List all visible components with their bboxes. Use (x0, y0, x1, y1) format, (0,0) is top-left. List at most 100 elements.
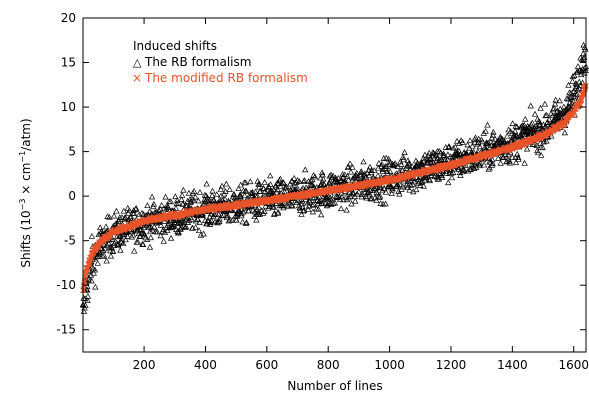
rb-point (129, 231, 137, 238)
x-axis-label: Number of lines (287, 379, 382, 393)
rb-point (138, 209, 146, 216)
rb-point (569, 97, 577, 104)
rb-point (441, 151, 448, 158)
rb-point (569, 77, 576, 84)
rb-point (273, 188, 280, 195)
rb-point (537, 151, 545, 158)
rb-point (568, 106, 576, 113)
rb-point (255, 204, 263, 210)
rb-point (378, 161, 386, 167)
rb-point (500, 153, 507, 160)
rb-point (183, 215, 190, 222)
legend-symbol-rb: △ (133, 56, 142, 69)
rb-point (396, 190, 403, 197)
rb-point (253, 216, 260, 223)
rb-point (239, 218, 246, 225)
rb-point (162, 205, 170, 212)
rb-point (305, 206, 312, 212)
rb-point (329, 195, 336, 202)
y-tick-label: 20 (61, 11, 76, 25)
rb-point (514, 150, 521, 157)
rb-point (345, 176, 352, 183)
rb-point (165, 220, 172, 226)
rb-point (511, 127, 519, 134)
rb-point (241, 192, 248, 199)
rb-point (237, 192, 244, 199)
rb-point (487, 142, 495, 148)
rb-point (580, 54, 588, 60)
x-tick-label: 200 (133, 358, 156, 372)
rb-point (158, 201, 165, 208)
legend-label-rb: The RB formalism (144, 55, 251, 69)
rb-point (122, 214, 129, 221)
rb-point (270, 186, 277, 193)
rb-point (355, 188, 363, 195)
rb-point (245, 207, 252, 214)
rb-point (281, 188, 288, 195)
rb-point (197, 231, 205, 238)
rb-point (475, 139, 482, 146)
rb-point (522, 115, 529, 122)
rb-point (127, 213, 135, 220)
rb-point (92, 283, 99, 290)
rb-point (541, 100, 549, 107)
rb-point (542, 112, 549, 119)
rb-point (195, 197, 202, 204)
rb-point (468, 149, 475, 155)
rb-point (204, 216, 212, 223)
rb-point (209, 187, 216, 194)
rb-point (206, 220, 214, 227)
rb-point (449, 169, 457, 175)
rb-point (399, 153, 407, 160)
rb-point (258, 207, 265, 214)
rb-point (367, 195, 374, 202)
rb-point (103, 257, 110, 264)
rb-point (337, 205, 345, 212)
rb-point (516, 132, 524, 139)
rb-point (267, 172, 274, 179)
rb-point (503, 132, 511, 139)
rb-point (366, 163, 374, 170)
rb-point (375, 159, 383, 166)
rb-point (267, 181, 274, 187)
rb-point (382, 200, 389, 207)
rb-point (556, 97, 563, 104)
rb-point (143, 236, 151, 242)
rb-point (218, 182, 226, 189)
rb-point (103, 241, 111, 248)
rb-point (149, 226, 156, 233)
rb-point (366, 190, 373, 197)
rb-point (160, 237, 167, 244)
rb-point (242, 179, 249, 186)
rb-point (305, 202, 313, 209)
rb-point (215, 211, 222, 217)
rb-point (136, 225, 143, 232)
rb-point (580, 55, 588, 62)
y-tick-label: 10 (61, 100, 76, 114)
x-tick-label: 800 (317, 358, 340, 372)
rb-point (316, 197, 323, 204)
rb-point (107, 252, 115, 259)
rb-point (217, 192, 225, 199)
rb-point (383, 163, 391, 169)
rb-point (243, 187, 250, 194)
rb-point (438, 174, 446, 180)
rb-point (214, 219, 221, 226)
rb-point (317, 174, 324, 181)
rb-point (274, 186, 281, 192)
rb-point (261, 179, 268, 185)
rb-point (310, 200, 317, 207)
rb-point (453, 137, 461, 144)
rb-point (408, 163, 416, 169)
rb-point (185, 189, 193, 196)
rb-point (349, 163, 356, 170)
rb-point (445, 143, 453, 150)
rb-point (330, 200, 337, 206)
rb-point (561, 129, 569, 136)
rb-point (421, 173, 429, 180)
rb-point (306, 198, 313, 205)
rb-point (211, 211, 218, 218)
rb-point (274, 208, 282, 215)
rb-point (106, 214, 113, 220)
rb-point (513, 132, 520, 139)
